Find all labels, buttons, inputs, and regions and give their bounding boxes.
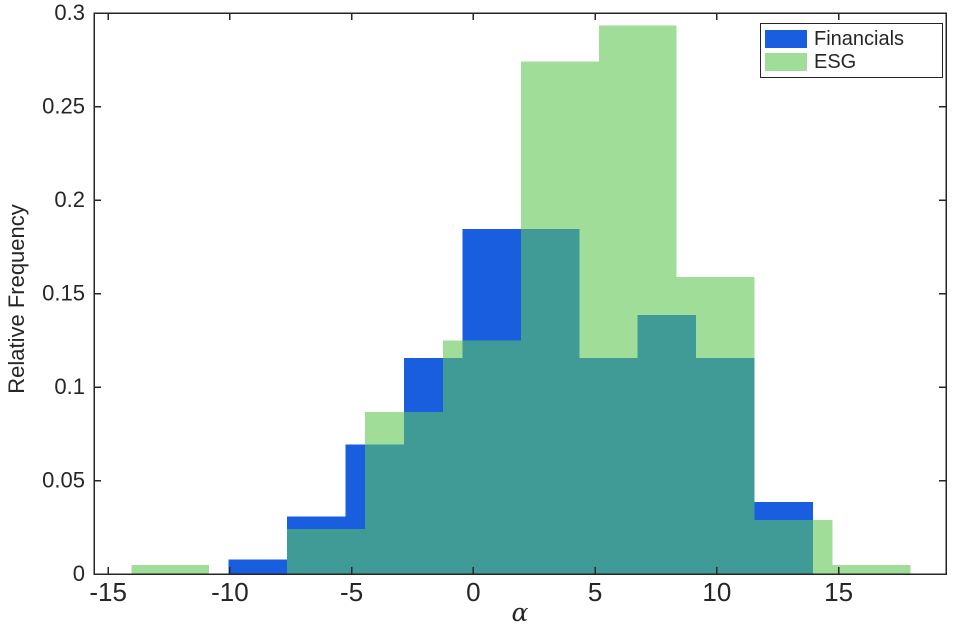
bar-segment-overlap xyxy=(696,358,755,574)
bar-segment-financials xyxy=(228,559,288,574)
bar-segment-esg xyxy=(676,277,697,316)
legend: Financials ESG xyxy=(760,23,943,78)
bar-segment-overlap xyxy=(520,228,580,574)
bar-segment-esg xyxy=(696,277,755,359)
y-tick-label: 0.3 xyxy=(54,0,85,25)
legend-swatch-esg xyxy=(765,53,807,71)
bar-segment-esg xyxy=(813,520,833,574)
x-tick-label: 15 xyxy=(824,577,853,607)
bar-segment-esg xyxy=(131,565,210,574)
bar-segment-overlap xyxy=(754,520,814,574)
legend-item-esg: ESG xyxy=(765,52,938,72)
bar-segment-overlap xyxy=(598,358,638,574)
bar-segment-overlap xyxy=(365,444,404,574)
y-tick-label: 0.05 xyxy=(42,468,85,493)
bar-segment-esg xyxy=(520,61,580,229)
bar-segment-overlap xyxy=(676,315,697,574)
bar-segment-financials xyxy=(403,358,443,413)
bar-segment-esg xyxy=(832,565,911,574)
bar-segment-overlap xyxy=(637,315,677,574)
x-axis-label: α xyxy=(511,598,529,624)
bar-segment-esg xyxy=(637,25,677,316)
legend-label-esg: ESG xyxy=(814,51,857,73)
x-tick-label: 0 xyxy=(466,577,480,607)
legend-label-financials: Financials xyxy=(814,28,905,50)
y-tick-label: 0.2 xyxy=(54,187,85,212)
x-tick-label: -15 xyxy=(89,577,127,607)
x-tick-label: -5 xyxy=(340,577,363,607)
legend-swatch-financials xyxy=(765,30,807,48)
y-tick-label: 0.15 xyxy=(42,281,85,306)
bar-segment-esg xyxy=(598,25,638,359)
x-tick-label: 10 xyxy=(702,577,731,607)
bar-segment-overlap xyxy=(462,340,521,574)
bar-segment-esg xyxy=(442,340,463,359)
bar-segment-esg xyxy=(579,61,599,359)
y-tick-label: 0.25 xyxy=(42,94,85,119)
bar-segment-esg xyxy=(365,412,404,445)
bar-segment-overlap xyxy=(579,358,599,574)
x-tick-label: -10 xyxy=(211,577,249,607)
y-tick-label: 0.1 xyxy=(54,374,85,399)
x-tick-label: 5 xyxy=(588,577,602,607)
bar-segment-financials xyxy=(287,516,346,530)
bar-segment-overlap xyxy=(287,529,346,574)
bar-segment-overlap xyxy=(403,412,443,574)
bar-segment-financials xyxy=(462,228,521,341)
bar-segment-overlap xyxy=(442,358,463,574)
legend-item-financials: Financials xyxy=(765,29,938,49)
bar-segment-financials xyxy=(754,502,814,521)
y-axis-label: Relative Frequency xyxy=(4,204,29,394)
bar-segment-financials xyxy=(345,444,366,530)
bar-segment-overlap xyxy=(345,529,366,574)
y-tick-label: 0 xyxy=(73,561,85,586)
